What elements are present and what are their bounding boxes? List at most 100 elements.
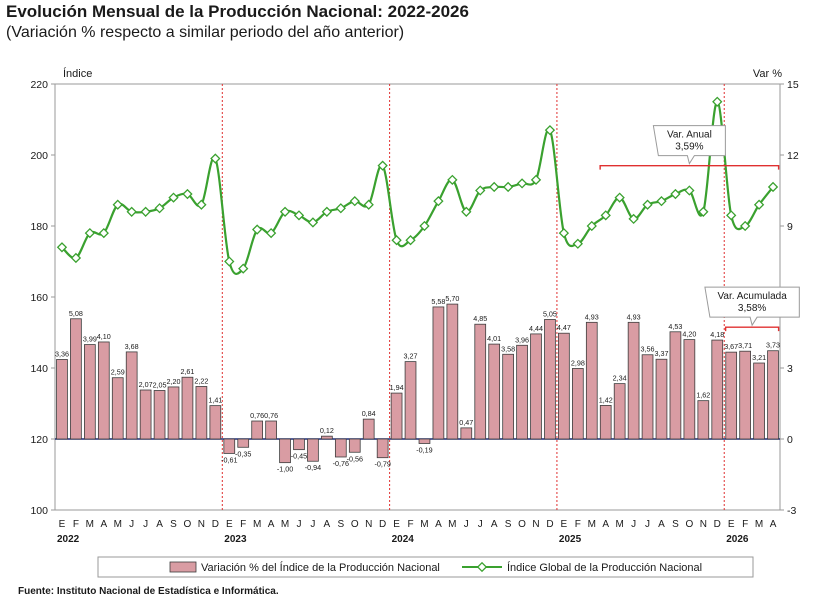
- bar: [97, 341, 110, 440]
- month-label: O: [518, 519, 526, 530]
- bar: [348, 438, 361, 453]
- year-label: 2022: [57, 534, 80, 545]
- left-tick-label: 180: [30, 221, 48, 233]
- month-label: M: [86, 519, 94, 530]
- bar: [56, 359, 68, 440]
- month-label: F: [240, 519, 246, 530]
- line-marker: [154, 203, 165, 214]
- legend-box: [97, 556, 754, 578]
- line-marker: [56, 242, 68, 253]
- month-label: M: [420, 519, 428, 530]
- bar: [558, 332, 570, 440]
- bar: [153, 390, 166, 440]
- bar: [446, 303, 459, 440]
- month-label: A: [268, 519, 275, 530]
- annotation-callout: [704, 286, 800, 327]
- line-marker: [586, 220, 597, 232]
- bar: [195, 386, 208, 440]
- line-marker: [112, 199, 123, 210]
- line-marker: [168, 192, 179, 203]
- bar: [418, 438, 431, 444]
- line-marker: [698, 206, 709, 217]
- bar: [516, 344, 528, 440]
- bar-label: 3,37: [654, 349, 668, 358]
- line-marker: [670, 188, 681, 200]
- month-label: J: [631, 519, 636, 530]
- line-marker: [210, 153, 221, 164]
- bar: [84, 344, 96, 440]
- month-label: M: [114, 519, 122, 530]
- month-label: S: [505, 519, 512, 530]
- line-marker: [349, 195, 360, 207]
- bar: [251, 420, 264, 440]
- line-marker: [433, 195, 444, 207]
- bar-label: 3,36: [55, 349, 69, 358]
- line-marker: [182, 188, 193, 200]
- month-label: J: [143, 519, 148, 530]
- bar: [362, 418, 375, 440]
- bar-label: 4,20: [682, 330, 696, 339]
- bar-label: -0,35: [235, 449, 251, 458]
- bar: [753, 362, 765, 440]
- bar: [237, 438, 250, 448]
- bar-label: -0,19: [416, 445, 432, 454]
- month-label: M: [281, 519, 289, 530]
- bar: [376, 438, 389, 459]
- bar-label: 1,94: [390, 383, 404, 392]
- month-label: E: [561, 519, 568, 530]
- bar: [488, 343, 501, 440]
- month-label: A: [324, 519, 331, 530]
- annotation-text: 3,59%: [675, 142, 703, 153]
- left-tick-label: 140: [30, 363, 48, 375]
- line-marker: [461, 206, 472, 217]
- left-tick-label: 100: [30, 505, 48, 517]
- month-label: J: [310, 519, 315, 530]
- month-label: J: [464, 519, 469, 530]
- right-tick-label: 12: [787, 150, 799, 162]
- annotation-callout: [652, 125, 726, 165]
- month-label: N: [365, 519, 372, 530]
- bar-label: 4,53: [668, 322, 682, 331]
- line-marker: [265, 227, 277, 239]
- bar-label: 4,47: [557, 323, 571, 332]
- line-marker: [363, 199, 374, 210]
- legend-line-marker: [476, 561, 488, 573]
- line-marker: [419, 220, 430, 232]
- line-marker: [238, 263, 249, 274]
- bar-label: 0,76: [250, 411, 264, 420]
- month-label: S: [672, 519, 679, 530]
- bar-label: 5,05: [543, 309, 557, 318]
- line-marker: [98, 227, 109, 239]
- bar-label: 2,20: [167, 377, 181, 386]
- line-marker: [335, 203, 346, 214]
- month-label: O: [685, 519, 693, 530]
- line-marker: [558, 227, 570, 239]
- bar: [390, 392, 403, 440]
- bar: [641, 354, 654, 440]
- bar: [725, 351, 738, 440]
- bar-series: [56, 303, 779, 464]
- bar-label: 3,21: [752, 353, 766, 362]
- bar: [404, 361, 417, 440]
- bar: [585, 321, 598, 440]
- line-marker: [712, 96, 723, 107]
- bar-label: 1,42: [599, 395, 613, 404]
- bar: [432, 306, 445, 440]
- month-label: N: [700, 519, 707, 530]
- year-label: 2025: [559, 534, 582, 545]
- bar-labels: 3,36 5,08 3,99 4,10 2,59 3,68 2,07 2,05 2,202,61…: [55, 294, 780, 474]
- line-marker: [544, 124, 556, 136]
- bar: [167, 386, 180, 440]
- bar: [711, 339, 724, 440]
- bar-label: 0,12: [320, 426, 334, 435]
- line-marker: [252, 224, 263, 235]
- bar-label: -1,00: [277, 465, 293, 474]
- month-label: J: [478, 519, 483, 530]
- bar-label: 2,61: [180, 367, 194, 376]
- line-marker: [475, 185, 486, 196]
- left-tick-label: 160: [30, 292, 48, 304]
- line-marker: [224, 256, 235, 267]
- bar-label: 4,10: [97, 332, 111, 341]
- month-label: F: [73, 519, 79, 530]
